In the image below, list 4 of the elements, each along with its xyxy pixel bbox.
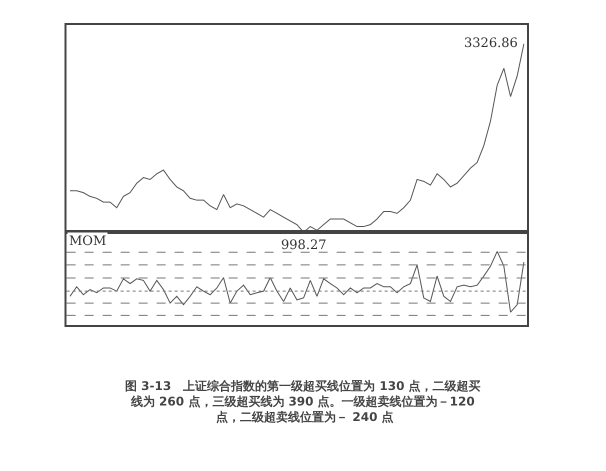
- caption: 图 3-13 上证综合指数的第一级超买线位置为 130 点，二级超买线为 260 点，三级超买线为 390 点。一级超卖线位置为－120 点，二级超卖线位置为－ 240 点: [125, 379, 481, 424]
- chart-title: MOM: [69, 234, 106, 249]
- annotation: 3326.86: [464, 36, 518, 51]
- annotation: 998.27: [281, 238, 326, 253]
